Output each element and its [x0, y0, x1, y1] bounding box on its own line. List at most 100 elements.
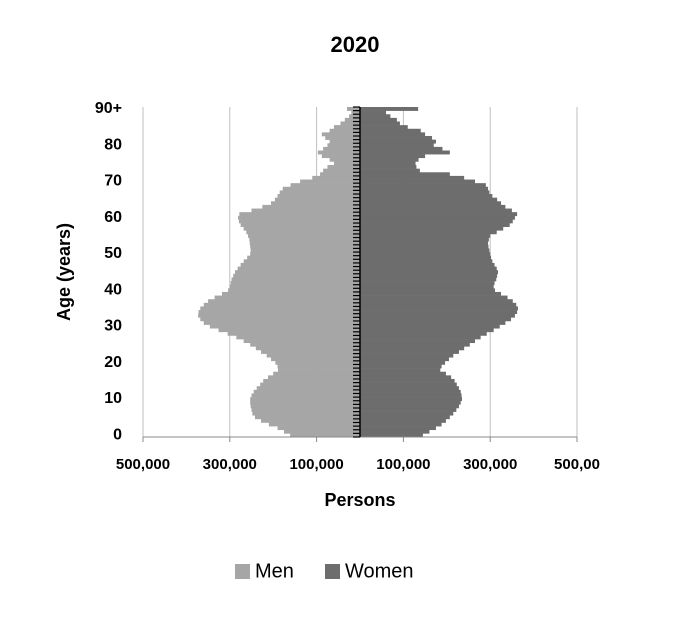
bar: [360, 175, 465, 180]
bar: [360, 150, 450, 155]
bar: [235, 270, 360, 275]
bar: [198, 310, 360, 315]
bar: [271, 201, 360, 206]
bar: [360, 128, 421, 133]
bar: [360, 139, 436, 144]
bar: [360, 310, 518, 315]
bar: [360, 215, 515, 220]
bar: [360, 136, 433, 140]
bar: [203, 320, 360, 325]
bar: [360, 342, 470, 347]
bar: [360, 255, 492, 260]
bar: [256, 386, 360, 391]
bar: [360, 375, 452, 380]
bar: [249, 241, 360, 246]
bar: [273, 371, 360, 376]
bar: [360, 223, 510, 227]
bar: [321, 132, 360, 137]
bar: [360, 237, 489, 242]
bar: [360, 194, 493, 198]
bar: [360, 284, 494, 289]
bar: [360, 364, 442, 369]
bar: [360, 415, 450, 420]
bar: [360, 371, 446, 376]
bar: [268, 422, 360, 427]
bar: [274, 197, 360, 202]
bar: [218, 328, 360, 333]
bar: [236, 335, 360, 340]
bar: [360, 313, 515, 318]
bar: [360, 259, 493, 264]
bar: [360, 389, 461, 394]
legend-label: Women: [345, 560, 414, 582]
bar: [360, 368, 441, 373]
y-tick-label: 0: [113, 426, 122, 443]
bar: [360, 288, 495, 293]
bar: [275, 360, 360, 365]
y-tick-label: 80: [104, 136, 122, 153]
bar: [360, 168, 420, 173]
bar: [360, 262, 495, 267]
bar: [329, 128, 360, 133]
y-tick-label: 50: [104, 245, 122, 262]
bar: [251, 393, 360, 398]
bar: [360, 295, 508, 300]
bar: [240, 262, 360, 267]
bar: [277, 368, 360, 373]
bar: [360, 230, 497, 235]
bar: [360, 302, 517, 307]
bar: [360, 324, 500, 329]
bar: [227, 331, 360, 336]
bar: [250, 397, 360, 402]
bar: [360, 378, 455, 383]
bar: [261, 349, 360, 354]
bar: [360, 281, 495, 285]
x-tick-label: 300,000: [463, 456, 517, 473]
bar: [250, 244, 360, 249]
bar: [203, 302, 360, 307]
bar: [327, 165, 360, 169]
x-tick-label: 300,000: [203, 456, 257, 473]
bar: [327, 143, 360, 148]
bar: [360, 146, 443, 151]
bar: [290, 183, 360, 188]
bar: [243, 226, 360, 231]
bar: [360, 233, 491, 238]
bar: [360, 299, 513, 304]
bar: [360, 114, 391, 119]
bar: [360, 219, 513, 224]
bar: [344, 117, 360, 122]
bar: [360, 346, 465, 351]
bar: [360, 306, 518, 311]
bar: [360, 335, 481, 340]
bar: [200, 306, 360, 311]
bar: [360, 349, 459, 354]
y-tick-label: 20: [104, 354, 122, 371]
bar: [282, 186, 360, 191]
y-tick-label: 70: [104, 173, 122, 190]
bar: [360, 179, 476, 184]
bar: [277, 364, 360, 369]
x-tick-label: 500,00: [554, 456, 600, 473]
x-tick-label: 100,000: [289, 456, 343, 473]
bar: [360, 422, 442, 427]
bar: [360, 125, 408, 130]
bar: [360, 426, 436, 431]
bar: [233, 273, 360, 278]
bar: [329, 157, 360, 162]
bar: [221, 291, 360, 296]
bar: [360, 248, 490, 253]
bar: [251, 407, 360, 412]
bar: [200, 317, 360, 322]
y-tick-label: 40: [104, 281, 122, 298]
bar: [317, 150, 360, 155]
bar: [250, 248, 360, 253]
chart-title: 2020: [331, 32, 380, 57]
bar: [360, 397, 462, 402]
bar: [360, 317, 512, 322]
bar: [248, 233, 360, 238]
bar: [249, 237, 360, 242]
bar: [260, 382, 360, 387]
bar: [329, 139, 360, 144]
bar: [277, 426, 360, 431]
